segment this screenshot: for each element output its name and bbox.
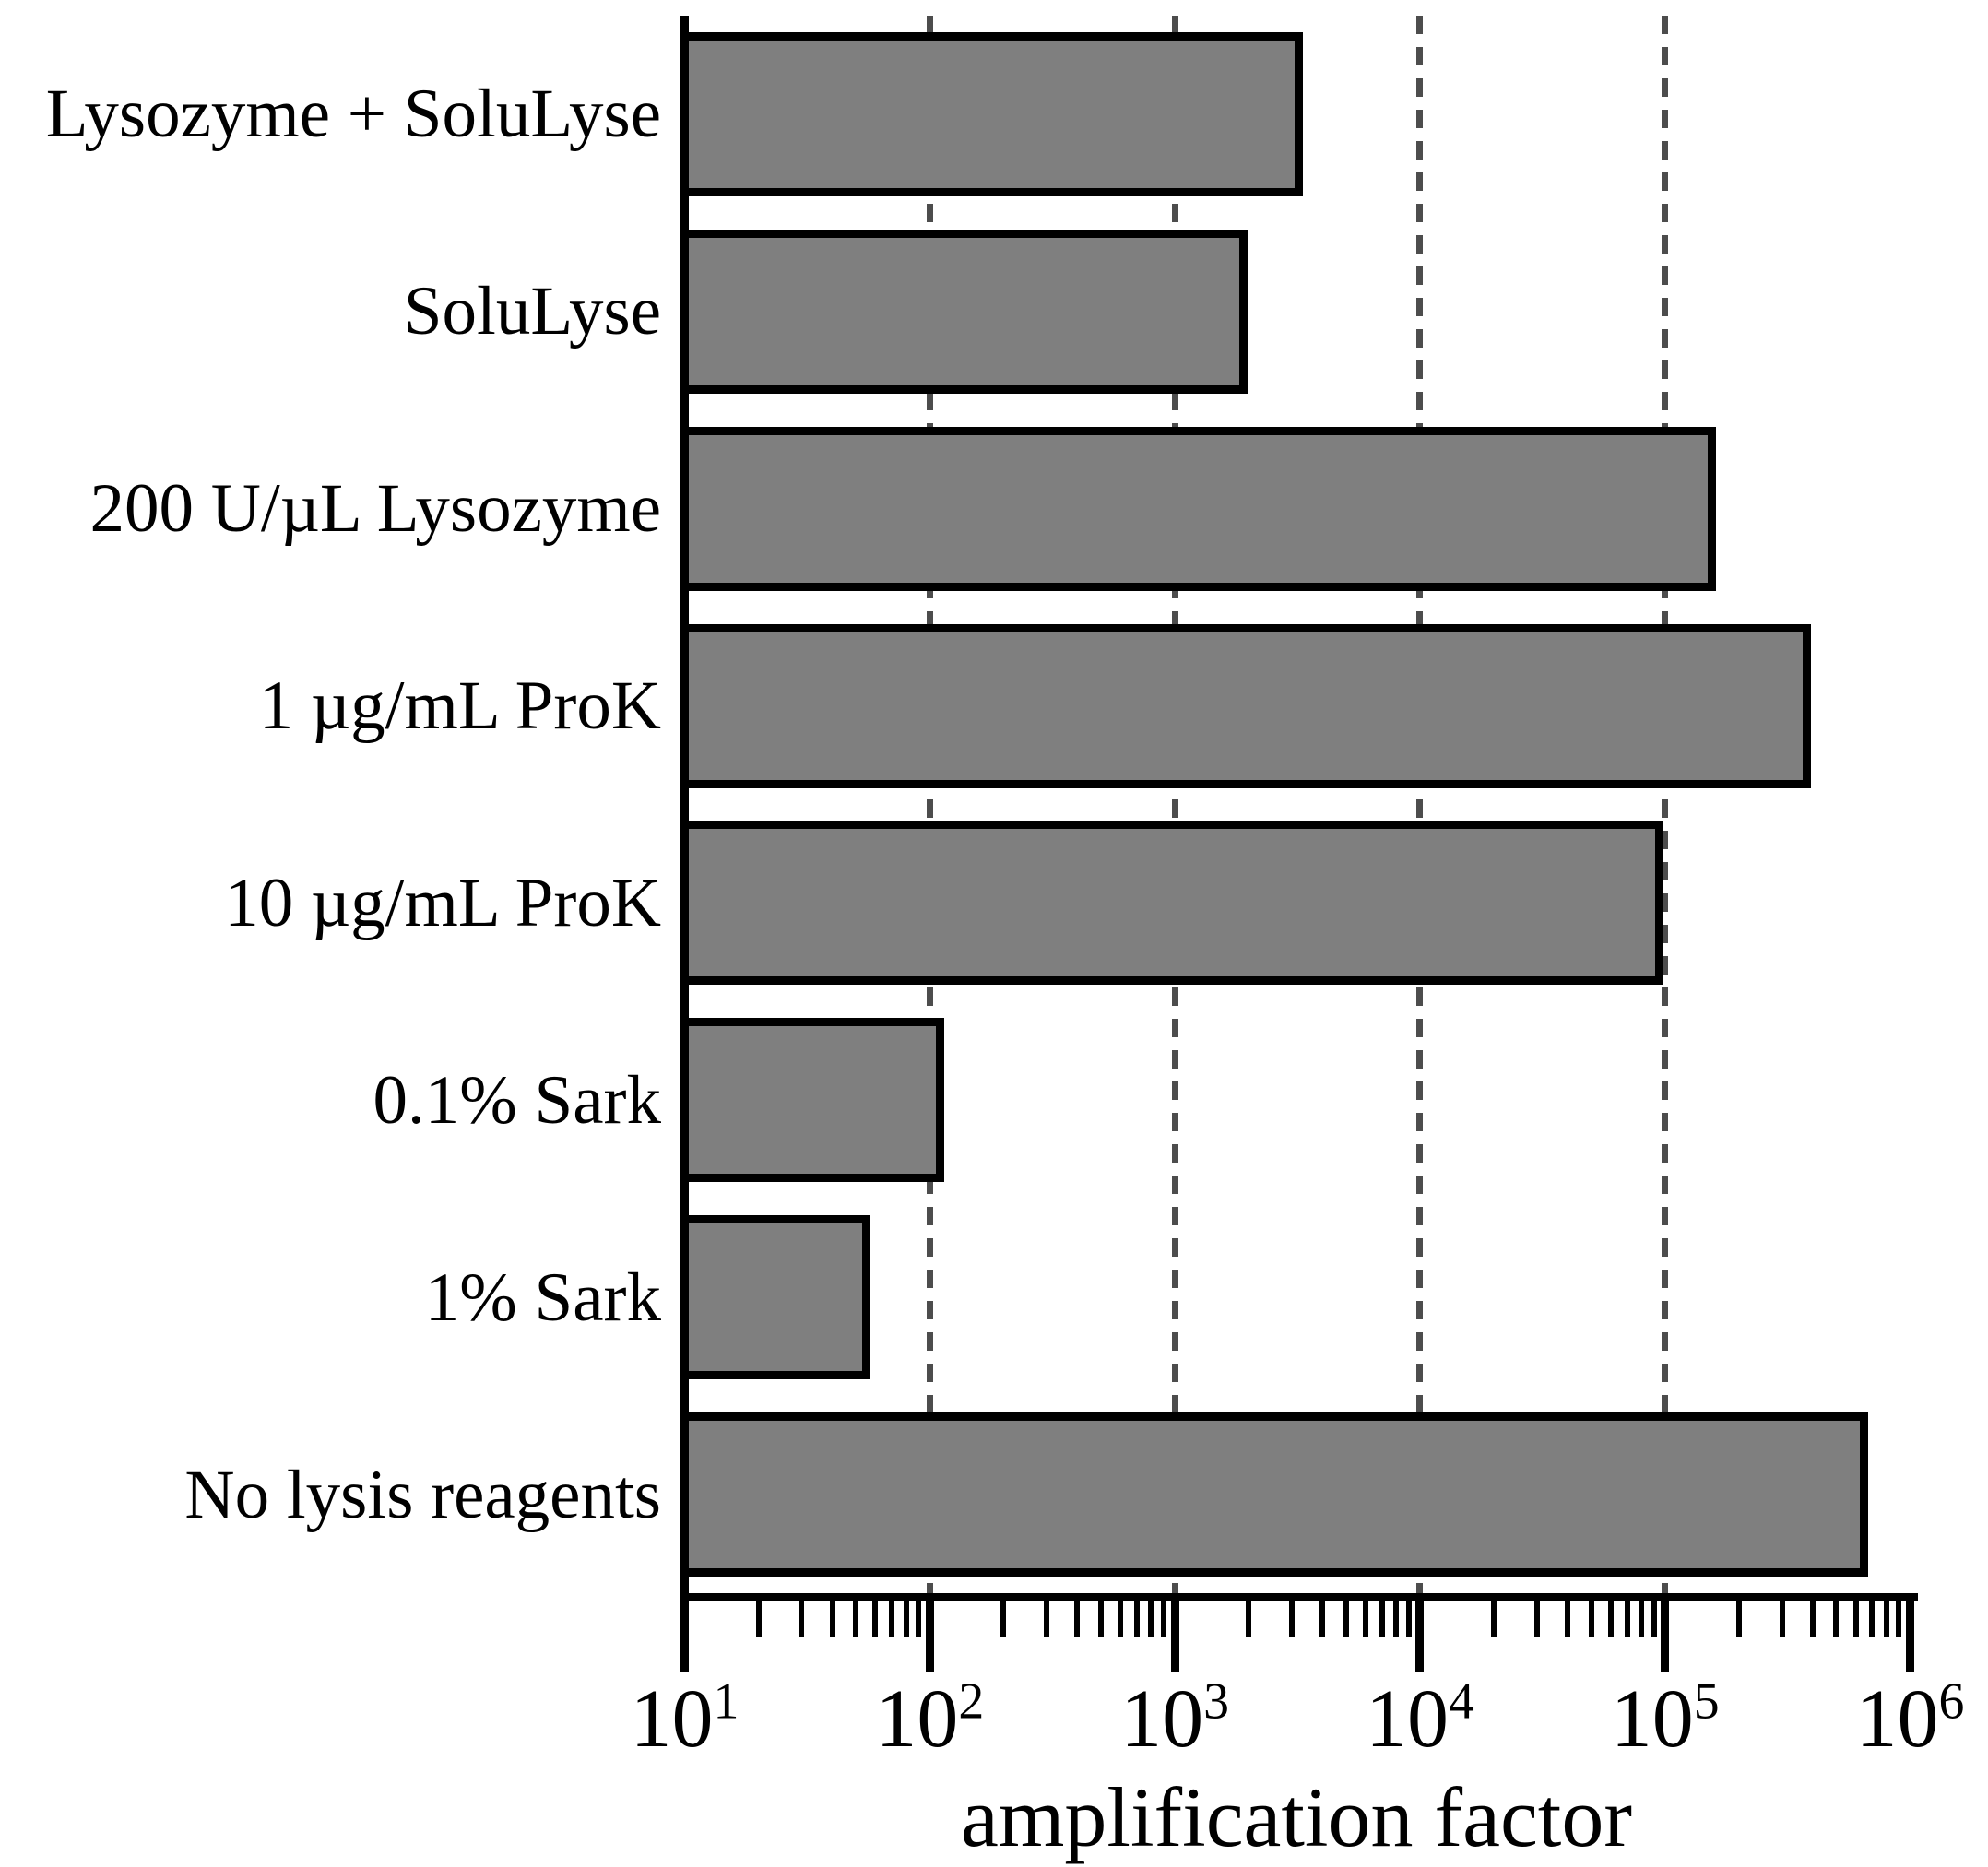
x-tick-label: 101	[538, 1675, 833, 1761]
bar	[689, 623, 1812, 788]
category-label: Lysozyme + SoluLyse	[45, 76, 661, 153]
bar	[689, 229, 1248, 394]
minor-tick	[1319, 1601, 1326, 1637]
tick-exponent: 1	[713, 1672, 740, 1731]
tick-exponent: 3	[1203, 1672, 1230, 1731]
minor-tick	[1160, 1601, 1166, 1637]
minor-tick	[1148, 1601, 1154, 1637]
minor-tick	[1490, 1601, 1497, 1637]
category-label: 1 µg/mL ProK	[258, 668, 661, 745]
minor-tick	[1393, 1601, 1400, 1637]
minor-tick	[1869, 1601, 1876, 1637]
major-tick	[1661, 1601, 1670, 1672]
minor-tick	[1379, 1601, 1385, 1637]
major-tick	[1415, 1601, 1425, 1672]
minor-tick	[755, 1601, 762, 1637]
tick-base: 10	[1365, 1673, 1449, 1765]
bar	[689, 1412, 1869, 1577]
category-label: SoluLyse	[403, 273, 661, 350]
minor-tick	[1651, 1601, 1657, 1637]
minor-tick	[1624, 1601, 1630, 1637]
minor-tick	[872, 1601, 879, 1637]
tick-base: 10	[1855, 1673, 1939, 1765]
y-axis-spine	[680, 16, 689, 1601]
major-tick	[1170, 1601, 1179, 1672]
minor-tick	[1588, 1601, 1594, 1637]
category-label: No lysis reagents	[184, 1456, 661, 1533]
minor-tick	[1533, 1601, 1540, 1637]
x-axis-title: amplification factor	[960, 1770, 1632, 1864]
gridline-10e3	[1171, 16, 1178, 1593]
minor-tick	[1000, 1601, 1007, 1637]
minor-tick	[889, 1601, 895, 1637]
tick-exponent: 5	[1693, 1672, 1720, 1731]
minor-tick	[1362, 1601, 1368, 1637]
bar	[689, 31, 1303, 196]
minor-tick	[1638, 1601, 1644, 1637]
minor-tick	[1098, 1601, 1105, 1637]
minor-tick	[1883, 1601, 1889, 1637]
category-label: 1% Sark	[424, 1258, 661, 1336]
major-tick	[925, 1601, 934, 1672]
gridline-10e2	[926, 16, 933, 1593]
tick-exponent: 6	[1938, 1672, 1965, 1731]
minor-tick	[1779, 1601, 1785, 1637]
gridline-10e4	[1416, 16, 1424, 1593]
minor-tick	[1133, 1601, 1140, 1637]
minor-tick	[1246, 1601, 1252, 1637]
minor-tick	[1833, 1601, 1840, 1637]
bar	[689, 1215, 870, 1380]
minor-tick	[1564, 1601, 1570, 1637]
tick-base: 10	[630, 1673, 714, 1765]
tick-exponent: 4	[1448, 1672, 1474, 1731]
minor-tick	[1896, 1601, 1902, 1637]
bar	[689, 426, 1716, 591]
minor-tick	[1405, 1601, 1412, 1637]
minor-tick	[1343, 1601, 1349, 1637]
minor-tick	[829, 1601, 835, 1637]
minor-tick	[1288, 1601, 1295, 1637]
x-tick-label: 102	[782, 1675, 1077, 1761]
minor-tick	[1852, 1601, 1859, 1637]
minor-tick	[1735, 1601, 1742, 1637]
minor-tick	[903, 1601, 909, 1637]
x-tick-label: 105	[1518, 1675, 1813, 1761]
minor-tick	[1118, 1601, 1124, 1637]
x-tick-label: 106	[1763, 1675, 1988, 1761]
minor-tick	[799, 1601, 805, 1637]
bar	[689, 821, 1664, 986]
gridline-10e5	[1662, 16, 1669, 1593]
minor-tick	[916, 1601, 922, 1637]
tick-base: 10	[1120, 1673, 1204, 1765]
category-label: 10 µg/mL ProK	[224, 864, 661, 941]
minor-tick	[1044, 1601, 1050, 1637]
tick-base: 10	[875, 1673, 959, 1765]
x-tick-label: 103	[1027, 1675, 1322, 1761]
category-label: 200 U/µL Lysozyme	[89, 470, 661, 548]
minor-tick	[853, 1601, 859, 1637]
minor-tick	[1809, 1601, 1816, 1637]
minor-tick	[1607, 1601, 1614, 1637]
tick-exponent: 2	[958, 1672, 985, 1731]
x-tick-label: 104	[1272, 1675, 1568, 1761]
tick-base: 10	[1610, 1673, 1694, 1765]
category-label: 0.1% Sark	[373, 1061, 661, 1139]
x-axis-spine	[680, 1593, 1918, 1601]
major-tick	[680, 1601, 689, 1672]
major-tick	[1906, 1601, 1914, 1672]
bar	[689, 1018, 944, 1183]
minor-tick	[1074, 1601, 1081, 1637]
